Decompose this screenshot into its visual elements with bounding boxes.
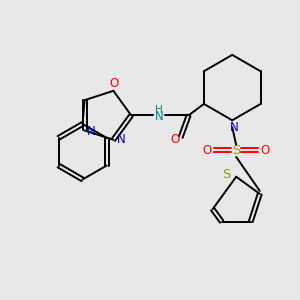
Text: S: S: [232, 143, 240, 157]
Text: H: H: [155, 105, 163, 116]
Text: N: N: [154, 110, 163, 123]
Text: S: S: [222, 168, 230, 181]
Text: O: O: [170, 133, 179, 146]
Text: N: N: [230, 121, 239, 134]
Text: O: O: [203, 143, 212, 157]
Text: N: N: [87, 125, 96, 138]
Text: N: N: [117, 133, 126, 146]
Text: O: O: [260, 143, 270, 157]
Text: O: O: [110, 77, 119, 90]
